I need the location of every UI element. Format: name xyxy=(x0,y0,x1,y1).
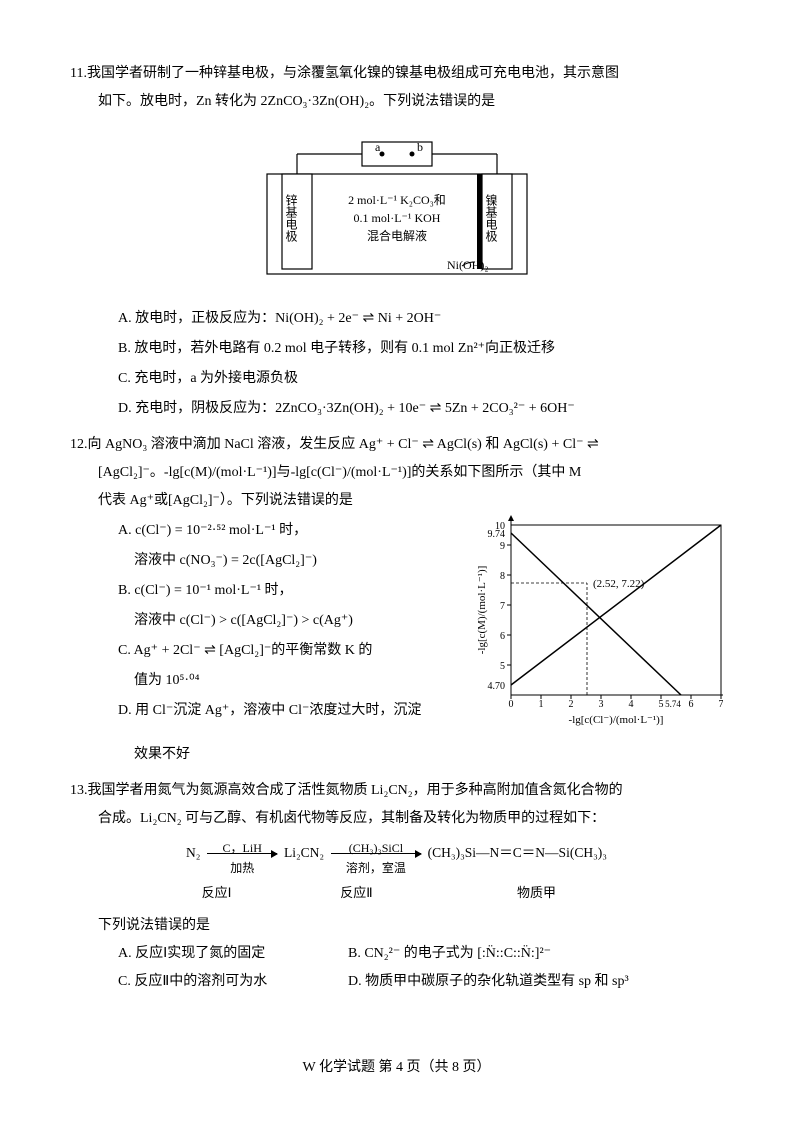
svg-text:1: 1 xyxy=(539,699,544,710)
right-electrode-label: 镍基电极 xyxy=(484,194,498,242)
q13-num: 13. xyxy=(70,783,88,798)
q11-line1: 11.我国学者研制了一种锌基电极，与涂覆氢氧化镍的镍基电极组成可充电电池，其示意… xyxy=(70,60,723,88)
svg-text:7: 7 xyxy=(719,699,724,710)
svg-text:5: 5 xyxy=(659,699,664,710)
q12-optC-l2: 值为 10⁵·⁰⁴ xyxy=(70,667,473,695)
q11-optB: B. 放电时，若外电路有 0.2 mol 电子转移，则有 0.1 mol Zn²… xyxy=(70,335,723,363)
svg-text:3: 3 xyxy=(599,699,604,710)
svg-text:5: 5 xyxy=(500,661,505,672)
q11-line2: 如下。放电时，Zn 转化为 2ZnCO₃·3Zn(OH)₂。下列说法错误的是 xyxy=(70,88,723,116)
question-11: 11.我国学者研制了一种锌基电极，与涂覆氢氧化镍的镍基电极组成可充电电池，其示意… xyxy=(70,60,723,423)
left-electrode-label: 锌基电极 xyxy=(284,194,298,242)
svg-text:2: 2 xyxy=(569,699,574,710)
q12-optC-l1: C. Ag⁺ + 2Cl⁻ ⇌ [AgCl₂]⁻的平衡常数 K 的 xyxy=(70,637,473,665)
q11-optD: D. 充电时，阴极反应为：2ZnCO₃·3Zn(OH)₂ + 10e⁻ ⇌ 5Z… xyxy=(70,395,723,423)
electrolyte-l3: 混合电解液 xyxy=(366,228,426,243)
q12-line1: 12.向 AgNO₃ 溶液中滴加 NaCl 溶液，发生反应 Ag⁺ + Cl⁻ … xyxy=(70,431,723,459)
svg-text:8: 8 xyxy=(500,571,505,582)
q13-optD: D. 物质甲中碳原子的杂化轨道类型有 sp 和 sp³ xyxy=(348,968,629,996)
q13-equation: N₂ C，LiH加热 Li₂CN₂ (CH₃)₃SiCl溶剂，室温 (CH₃)₃… xyxy=(70,839,723,906)
q11-num: 11. xyxy=(70,66,87,81)
q12-line2: [AgCl₂]⁻。-lg[c(M)/(mol·L⁻¹)]与-lg[c(Cl⁻)/… xyxy=(70,459,723,487)
terminal-a-label: a xyxy=(375,140,381,154)
svg-text:-lg[c(M)/(mol·L⁻¹)]: -lg[c(M)/(mol·L⁻¹)] xyxy=(476,566,488,655)
svg-text:0: 0 xyxy=(509,699,514,710)
q11-optA: A. 放电时，正极反应为：Ni(OH)₂ + 2e⁻ ⇌ Ni + 2OH⁻ xyxy=(70,305,723,333)
q13-prompt: 下列说法错误的是 xyxy=(70,912,723,940)
page-footer: W 化学试题 第 4 页（共 8 页） xyxy=(0,1054,793,1082)
q12-optD-l1: D. 用 Cl⁻沉淀 Ag⁺，溶液中 Cl⁻浓度过大时，沉淀 xyxy=(70,697,473,725)
svg-text:9: 9 xyxy=(500,541,505,552)
svg-text:(2.52, 7.22): (2.52, 7.22) xyxy=(593,578,645,590)
q12-optD-l2: 效果不好 xyxy=(70,741,723,769)
q12-num: 12. xyxy=(70,437,88,452)
q13-optB: B. CN₂²⁻ 的电子式为 [:N̈::C::N̈:]²⁻ xyxy=(348,940,551,968)
coating-label: Ni(OH)₂ xyxy=(447,258,489,272)
q12-optA-l2: 溶液中 c(NO₃⁻) = 2c([AgCl₂]⁻) xyxy=(70,547,473,575)
q12-line3: 代表 Ag⁺或[AgCl₂]⁻）。下列说法错误的是 xyxy=(70,487,723,515)
q13-line1: 13.我国学者用氮气为氮源高效合成了活性氮物质 Li₂CN₂，用于多种高附加值含… xyxy=(70,777,723,805)
svg-text:5.74: 5.74 xyxy=(665,699,681,709)
electrolyte-l1: 2 mol·L⁻¹ K₂CO₃和 xyxy=(348,193,446,207)
question-12: 12.向 AgNO₃ 溶液中滴加 NaCl 溶液，发生反应 Ag⁺ + Cl⁻ … xyxy=(70,431,723,769)
question-13: 13.我国学者用氮气为氮源高效合成了活性氮物质 Li₂CN₂，用于多种高附加值含… xyxy=(70,777,723,996)
q11-optC: C. 充电时，a 为外接电源负极 xyxy=(70,365,723,393)
svg-text:6: 6 xyxy=(689,699,694,710)
svg-text:-lg[c(Cl⁻)/(mol·L⁻¹)]: -lg[c(Cl⁻)/(mol·L⁻¹)] xyxy=(569,714,664,726)
q12-optB-l2: 溶液中 c(Cl⁻) > c([AgCl₂]⁻) > c(Ag⁺) xyxy=(70,607,473,635)
q11-diagram: a b 锌基电极 镍基电极 2 mol·L⁻¹ K₂CO₃和 0.1 mol·L… xyxy=(70,124,723,295)
electrolyte-l2: 0.1 mol·L⁻¹ KOH xyxy=(353,211,440,225)
svg-text:4: 4 xyxy=(629,699,634,710)
svg-text:9.74: 9.74 xyxy=(488,529,506,540)
terminal-b-label: b xyxy=(417,140,423,154)
q12-optA-l1: A. c(Cl⁻) = 10⁻²·⁵² mol·L⁻¹ 时， xyxy=(70,517,473,545)
svg-text:6: 6 xyxy=(500,631,505,642)
q13-line2: 合成。Li₂CN₂ 可与乙醇、有机卤代物等反应，其制备及转化为物质甲的过程如下： xyxy=(70,805,723,833)
svg-text:7: 7 xyxy=(500,601,505,612)
q13-optA: A. 反应Ⅰ实现了氮的固定 xyxy=(118,940,348,968)
q12-optB-l1: B. c(Cl⁻) = 10⁻¹ mol·L⁻¹ 时， xyxy=(70,577,473,605)
q12-graph: 10 9.74 9 8 7 6 5 4.70 0 1 2 3 4 5 5.74 xyxy=(473,515,723,741)
q13-optC: C. 反应Ⅱ中的溶剂可为水 xyxy=(118,968,348,996)
svg-text:4.70: 4.70 xyxy=(488,681,506,692)
